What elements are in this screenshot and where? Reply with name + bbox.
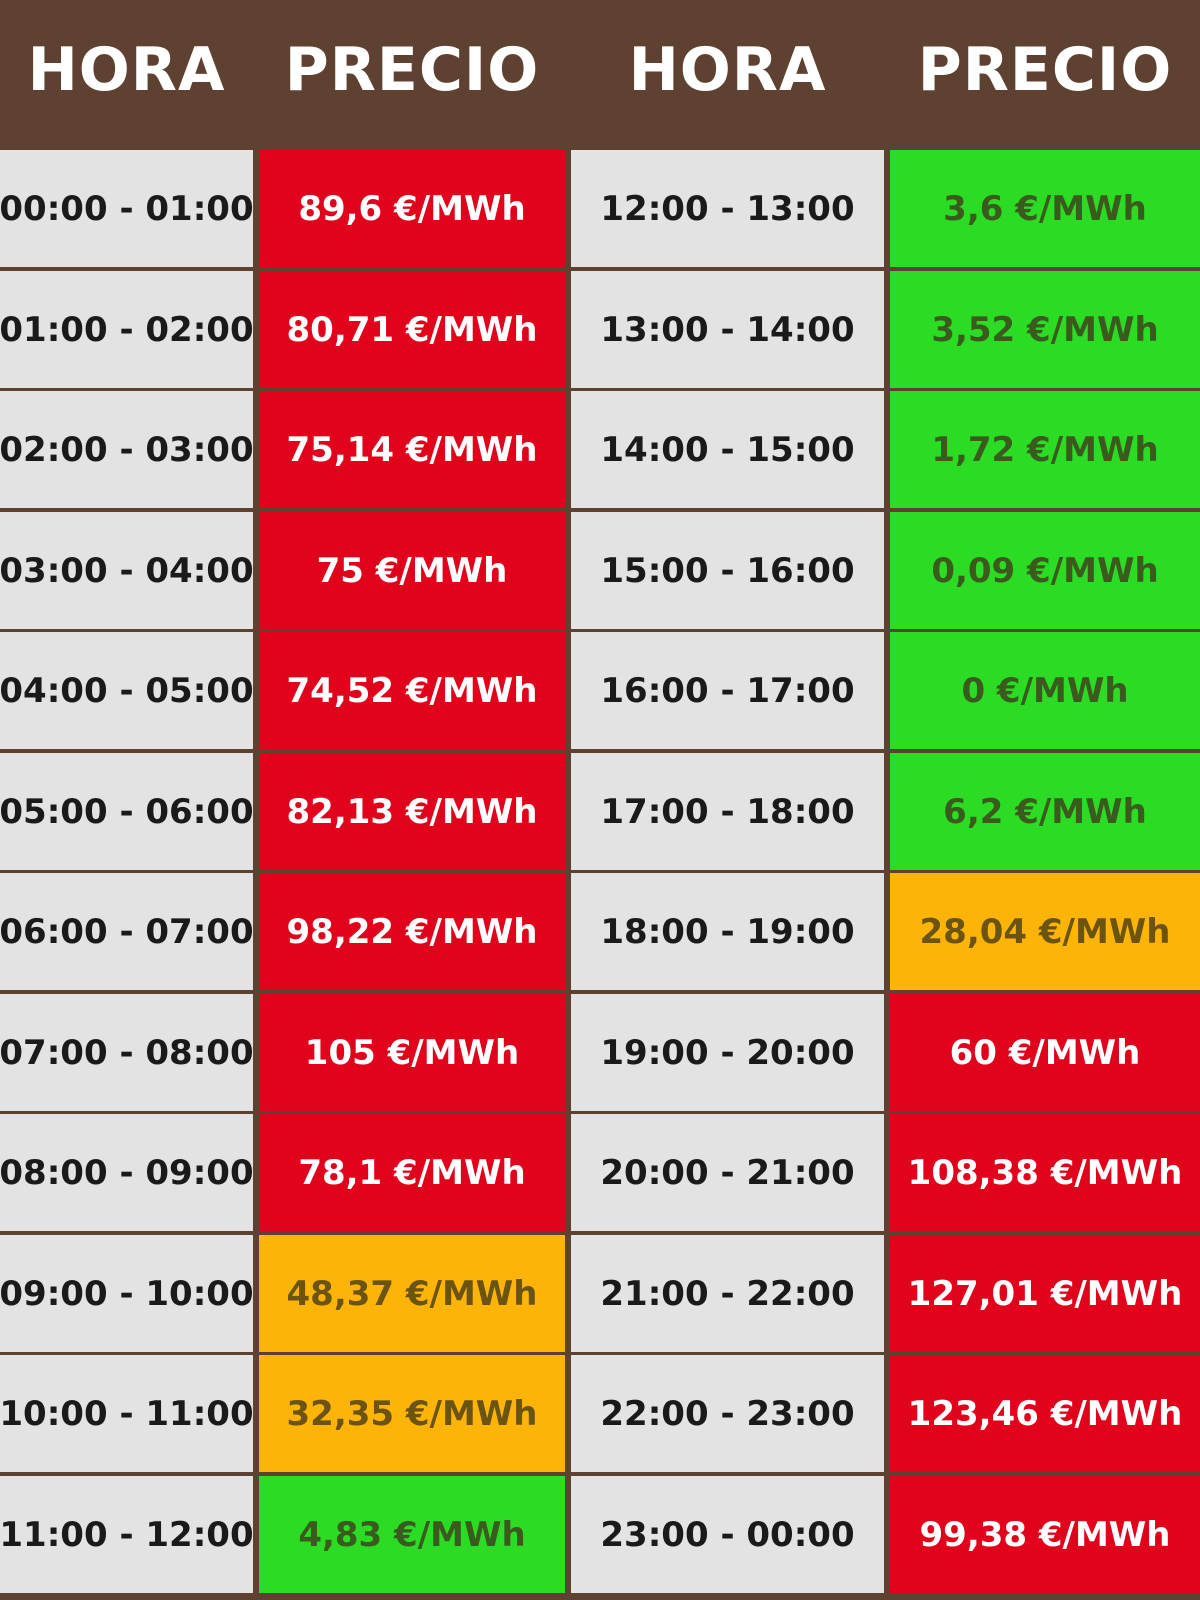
price-cell: 48,37 €/MWh bbox=[259, 1235, 565, 1352]
table-row: 10:00 - 11:00 32,35 €/MWh 22:00 - 23:00 123… bbox=[0, 1355, 1200, 1472]
header-precio-2: PRECIO bbox=[917, 35, 1173, 105]
hour-cell: 11:00 - 12:00 bbox=[0, 1476, 254, 1593]
price-cell: 6,2 €/MWh bbox=[890, 753, 1200, 870]
table-row: 00:00 - 01:00 89,6 €/MWh 12:00 - 13:00 3,6 … bbox=[0, 150, 1200, 267]
price-cell: 78,1 €/MWh bbox=[259, 1114, 565, 1231]
price-cell: 0,09 €/MWh bbox=[890, 512, 1200, 629]
price-cell: 74,52 €/MWh bbox=[259, 632, 565, 749]
table-row: 01:00 - 02:00 80,71 €/MWh 13:00 - 14:00 3,5… bbox=[0, 271, 1200, 388]
hour-cell: 09:00 - 10:00 bbox=[0, 1235, 254, 1352]
table-row: 02:00 - 03:00 75,14 €/MWh 14:00 - 15:00 1,7… bbox=[0, 391, 1200, 508]
table-row: 09:00 - 10:00 48,37 €/MWh 21:00 - 22:00 127… bbox=[0, 1235, 1200, 1352]
hour-cell: 10:00 - 11:00 bbox=[0, 1355, 254, 1472]
price-cell: 0 €/MWh bbox=[890, 632, 1200, 749]
header-precio-1: PRECIO bbox=[284, 35, 540, 105]
price-cell: 75 €/MWh bbox=[259, 512, 565, 629]
price-cell: 123,46 €/MWh bbox=[890, 1355, 1200, 1472]
price-cell: 108,38 €/MWh bbox=[890, 1114, 1200, 1231]
table-row: 07:00 - 08:00 105 €/MWh 19:00 - 20:00 60 €/… bbox=[0, 994, 1200, 1111]
hour-cell: 12:00 - 13:00 bbox=[571, 150, 884, 267]
hour-cell: 17:00 - 18:00 bbox=[571, 753, 884, 870]
hour-cell: 07:00 - 08:00 bbox=[0, 994, 254, 1111]
table-body: 00:00 - 01:00 89,6 €/MWh 12:00 - 13:00 3,6 … bbox=[0, 150, 1200, 1600]
header-hora-1: HORA bbox=[27, 35, 226, 105]
hour-cell: 18:00 - 19:00 bbox=[571, 873, 884, 990]
price-cell: 4,83 €/MWh bbox=[259, 1476, 565, 1593]
hour-cell: 13:00 - 14:00 bbox=[571, 271, 884, 388]
hour-cell: 03:00 - 04:00 bbox=[0, 512, 254, 629]
table-row: 04:00 - 05:00 74,52 €/MWh 16:00 - 17:00 0 €… bbox=[0, 632, 1200, 749]
hour-cell: 21:00 - 22:00 bbox=[571, 1235, 884, 1352]
price-cell: 89,6 €/MWh bbox=[259, 150, 565, 267]
hour-cell: 08:00 - 09:00 bbox=[0, 1114, 254, 1231]
price-cell: 98,22 €/MWh bbox=[259, 873, 565, 990]
hour-cell: 16:00 - 17:00 bbox=[571, 632, 884, 749]
price-cell: 80,71 €/MWh bbox=[259, 271, 565, 388]
price-cell: 28,04 €/MWh bbox=[890, 873, 1200, 990]
price-cell: 99,38 €/MWh bbox=[890, 1476, 1200, 1593]
hour-cell: 02:00 - 03:00 bbox=[0, 391, 254, 508]
price-cell: 1,72 €/MWh bbox=[890, 391, 1200, 508]
hour-cell: 20:00 - 21:00 bbox=[571, 1114, 884, 1231]
hour-cell: 15:00 - 16:00 bbox=[571, 512, 884, 629]
hour-cell: 22:00 - 23:00 bbox=[571, 1355, 884, 1472]
price-cell: 127,01 €/MWh bbox=[890, 1235, 1200, 1352]
hour-cell: 23:00 - 00:00 bbox=[571, 1476, 884, 1593]
table-row: 11:00 - 12:00 4,83 €/MWh 23:00 - 00:00 99,3… bbox=[0, 1476, 1200, 1593]
price-cell: 3,52 €/MWh bbox=[890, 271, 1200, 388]
price-cell: 32,35 €/MWh bbox=[259, 1355, 565, 1472]
hour-cell: 19:00 - 20:00 bbox=[571, 994, 884, 1111]
hour-cell: 05:00 - 06:00 bbox=[0, 753, 254, 870]
table-row: 05:00 - 06:00 82,13 €/MWh 17:00 - 18:00 6,2… bbox=[0, 753, 1200, 870]
hour-cell: 06:00 - 07:00 bbox=[0, 873, 254, 990]
price-cell: 60 €/MWh bbox=[890, 994, 1200, 1111]
table-row: 03:00 - 04:00 75 €/MWh 15:00 - 16:00 0,09 €… bbox=[0, 512, 1200, 629]
hour-cell: 14:00 - 15:00 bbox=[571, 391, 884, 508]
price-cell: 75,14 €/MWh bbox=[259, 391, 565, 508]
table-row: 08:00 - 09:00 78,1 €/MWh 20:00 - 21:00 108,… bbox=[0, 1114, 1200, 1231]
price-cell: 105 €/MWh bbox=[259, 994, 565, 1111]
header-hora-2: HORA bbox=[628, 35, 827, 105]
hour-cell: 00:00 - 01:00 bbox=[0, 150, 254, 267]
hour-cell: 01:00 - 02:00 bbox=[0, 271, 254, 388]
price-cell: 82,13 €/MWh bbox=[259, 753, 565, 870]
table-header: HORA PRECIO HORA PRECIO bbox=[0, 0, 1200, 150]
table-row: 06:00 - 07:00 98,22 €/MWh 18:00 - 19:00 28,… bbox=[0, 873, 1200, 990]
hour-cell: 04:00 - 05:00 bbox=[0, 632, 254, 749]
price-cell: 3,6 €/MWh bbox=[890, 150, 1200, 267]
